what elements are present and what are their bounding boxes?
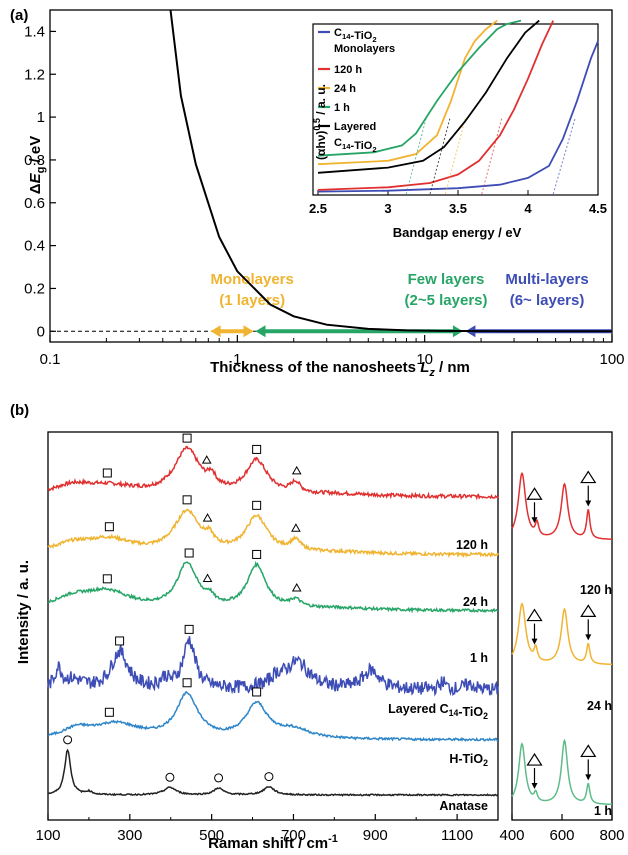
- marker-square: [253, 501, 261, 509]
- region-arrowhead-left-0: [211, 325, 221, 337]
- marker-square: [116, 637, 124, 645]
- legend-label2-0: Monolayers: [334, 43, 395, 55]
- panel-b-xlabel: Raman shift / cm-1: [208, 833, 338, 852]
- detail-label-2: 1 h: [594, 804, 612, 818]
- panel-a-ytick-label-5: 1: [37, 109, 45, 126]
- region-title-2: Multi-layers: [505, 271, 588, 288]
- panel-a-ytick-label-3: 0.6: [24, 195, 45, 212]
- region-title-1: Few layers: [408, 271, 485, 288]
- marker-triangle: [292, 524, 300, 531]
- detail-spectrum-0: [512, 473, 612, 539]
- detail-xtick-label-1: 600: [549, 827, 574, 844]
- inset-xtick-label-3: 4: [524, 201, 532, 216]
- detail-label-1: 24 h: [587, 699, 612, 713]
- inset-xtick-label-1: 3: [384, 201, 391, 216]
- spectrum-label-1: 24 h: [463, 595, 488, 609]
- spectrum-label-5: Anatase: [439, 799, 488, 813]
- panel-b-frame: [48, 432, 498, 820]
- marker-triangle: [293, 467, 301, 474]
- spectrum-label-3: Layered C14-TiO2: [388, 702, 488, 721]
- inset-xtick-label-4: 4.5: [589, 201, 607, 216]
- marker-circle: [265, 773, 273, 781]
- marker-triangle: [204, 514, 212, 521]
- inset-xtick-label-2: 3.5: [449, 201, 467, 216]
- spectrum-0: [48, 447, 498, 499]
- region-subtitle-2: (6~ layers): [510, 292, 585, 309]
- detail-arrowhead: [585, 774, 591, 780]
- marker-square: [183, 679, 191, 687]
- panel-a-ytick-label-6: 1.2: [24, 66, 45, 83]
- panel-b-ylabel: Intensity / a. u.: [15, 560, 32, 664]
- marker-square: [183, 434, 191, 442]
- region-arrowhead-right-0: [244, 325, 254, 337]
- detail-triangle: [581, 472, 595, 483]
- marker-square: [185, 625, 193, 633]
- marker-square: [105, 523, 113, 531]
- legend-label-3: 1 h: [334, 102, 350, 114]
- marker-square: [183, 496, 191, 504]
- spectrum-5: [48, 750, 498, 795]
- panel-b-label: (b): [10, 402, 29, 419]
- detail-triangle: [581, 745, 595, 756]
- panel-a-ytick-label-1: 0.2: [24, 280, 45, 297]
- spectrum-label-0: 120 h: [456, 538, 488, 552]
- region-arrowhead-left-1: [255, 325, 265, 337]
- panel-b-spectra: 120 h 24 h 1 h Layered C14-TiO2 H-TiO2 Anatas…: [48, 434, 498, 813]
- panel-a-label: (a): [10, 7, 28, 24]
- panel-b-xtick-label-4: 900: [363, 827, 388, 844]
- legend-label-2: 24 h: [334, 83, 356, 95]
- marker-square: [185, 549, 193, 557]
- panel-a-ytick-label-0: 0: [37, 323, 45, 340]
- detail-arrowhead: [532, 783, 538, 789]
- legend-label-1: 120 h: [334, 64, 362, 76]
- spectrum-label-2: 1 h: [470, 651, 488, 665]
- panel-a-xtick-label-0: 0.1: [40, 351, 61, 368]
- detail-spectrum-2: [512, 741, 612, 805]
- marker-triangle: [203, 456, 211, 463]
- detail-triangle: [528, 610, 542, 621]
- panel-b-detail-spectra: 120 h 24 h 1 h: [512, 472, 612, 818]
- spectrum-4: [48, 692, 498, 741]
- region-subtitle-1: (2~5 layers): [405, 292, 488, 309]
- inset-xtick-label-0: 2.5: [309, 201, 327, 216]
- marker-circle: [215, 774, 223, 782]
- inset-xlabel: Bandgap energy / eV: [393, 225, 522, 240]
- marker-square: [105, 708, 113, 716]
- marker-square: [103, 575, 111, 583]
- panel-b-xtick-label-0: 100: [35, 827, 60, 844]
- detail-arrowhead: [585, 634, 591, 640]
- marker-square: [253, 550, 261, 558]
- marker-circle: [166, 773, 174, 781]
- panel-a-xtick-label-3: 100: [599, 351, 624, 368]
- marker-square: [253, 445, 261, 453]
- detail-label-0: 120 h: [580, 583, 612, 597]
- spectrum-1: [48, 510, 498, 557]
- panel-b-xtick-label-5: 1100: [441, 827, 473, 844]
- panel-a-ytick-label-7: 1.4: [24, 23, 45, 40]
- detail-arrowhead: [532, 639, 538, 645]
- marker-square: [103, 469, 111, 477]
- legend-label-4: Layered: [334, 121, 376, 133]
- panel-a-ytick-label-2: 0.4: [24, 238, 45, 255]
- panel-b-xtick-label-1: 300: [117, 827, 142, 844]
- detail-spectrum-1: [512, 604, 612, 665]
- marker-square: [253, 688, 261, 696]
- spectrum-2: [48, 562, 498, 612]
- detail-triangle: [581, 605, 595, 616]
- detail-triangle: [528, 754, 542, 765]
- marker-circle: [64, 736, 72, 744]
- detail-triangle: [528, 488, 542, 499]
- marker-triangle: [293, 584, 301, 591]
- detail-xtick-label-0: 400: [499, 827, 524, 844]
- detail-xtick-label-2: 800: [599, 827, 624, 844]
- detail-arrowhead: [585, 501, 591, 507]
- marker-triangle: [204, 574, 212, 581]
- spectrum-label-4: H-TiO2: [449, 752, 488, 768]
